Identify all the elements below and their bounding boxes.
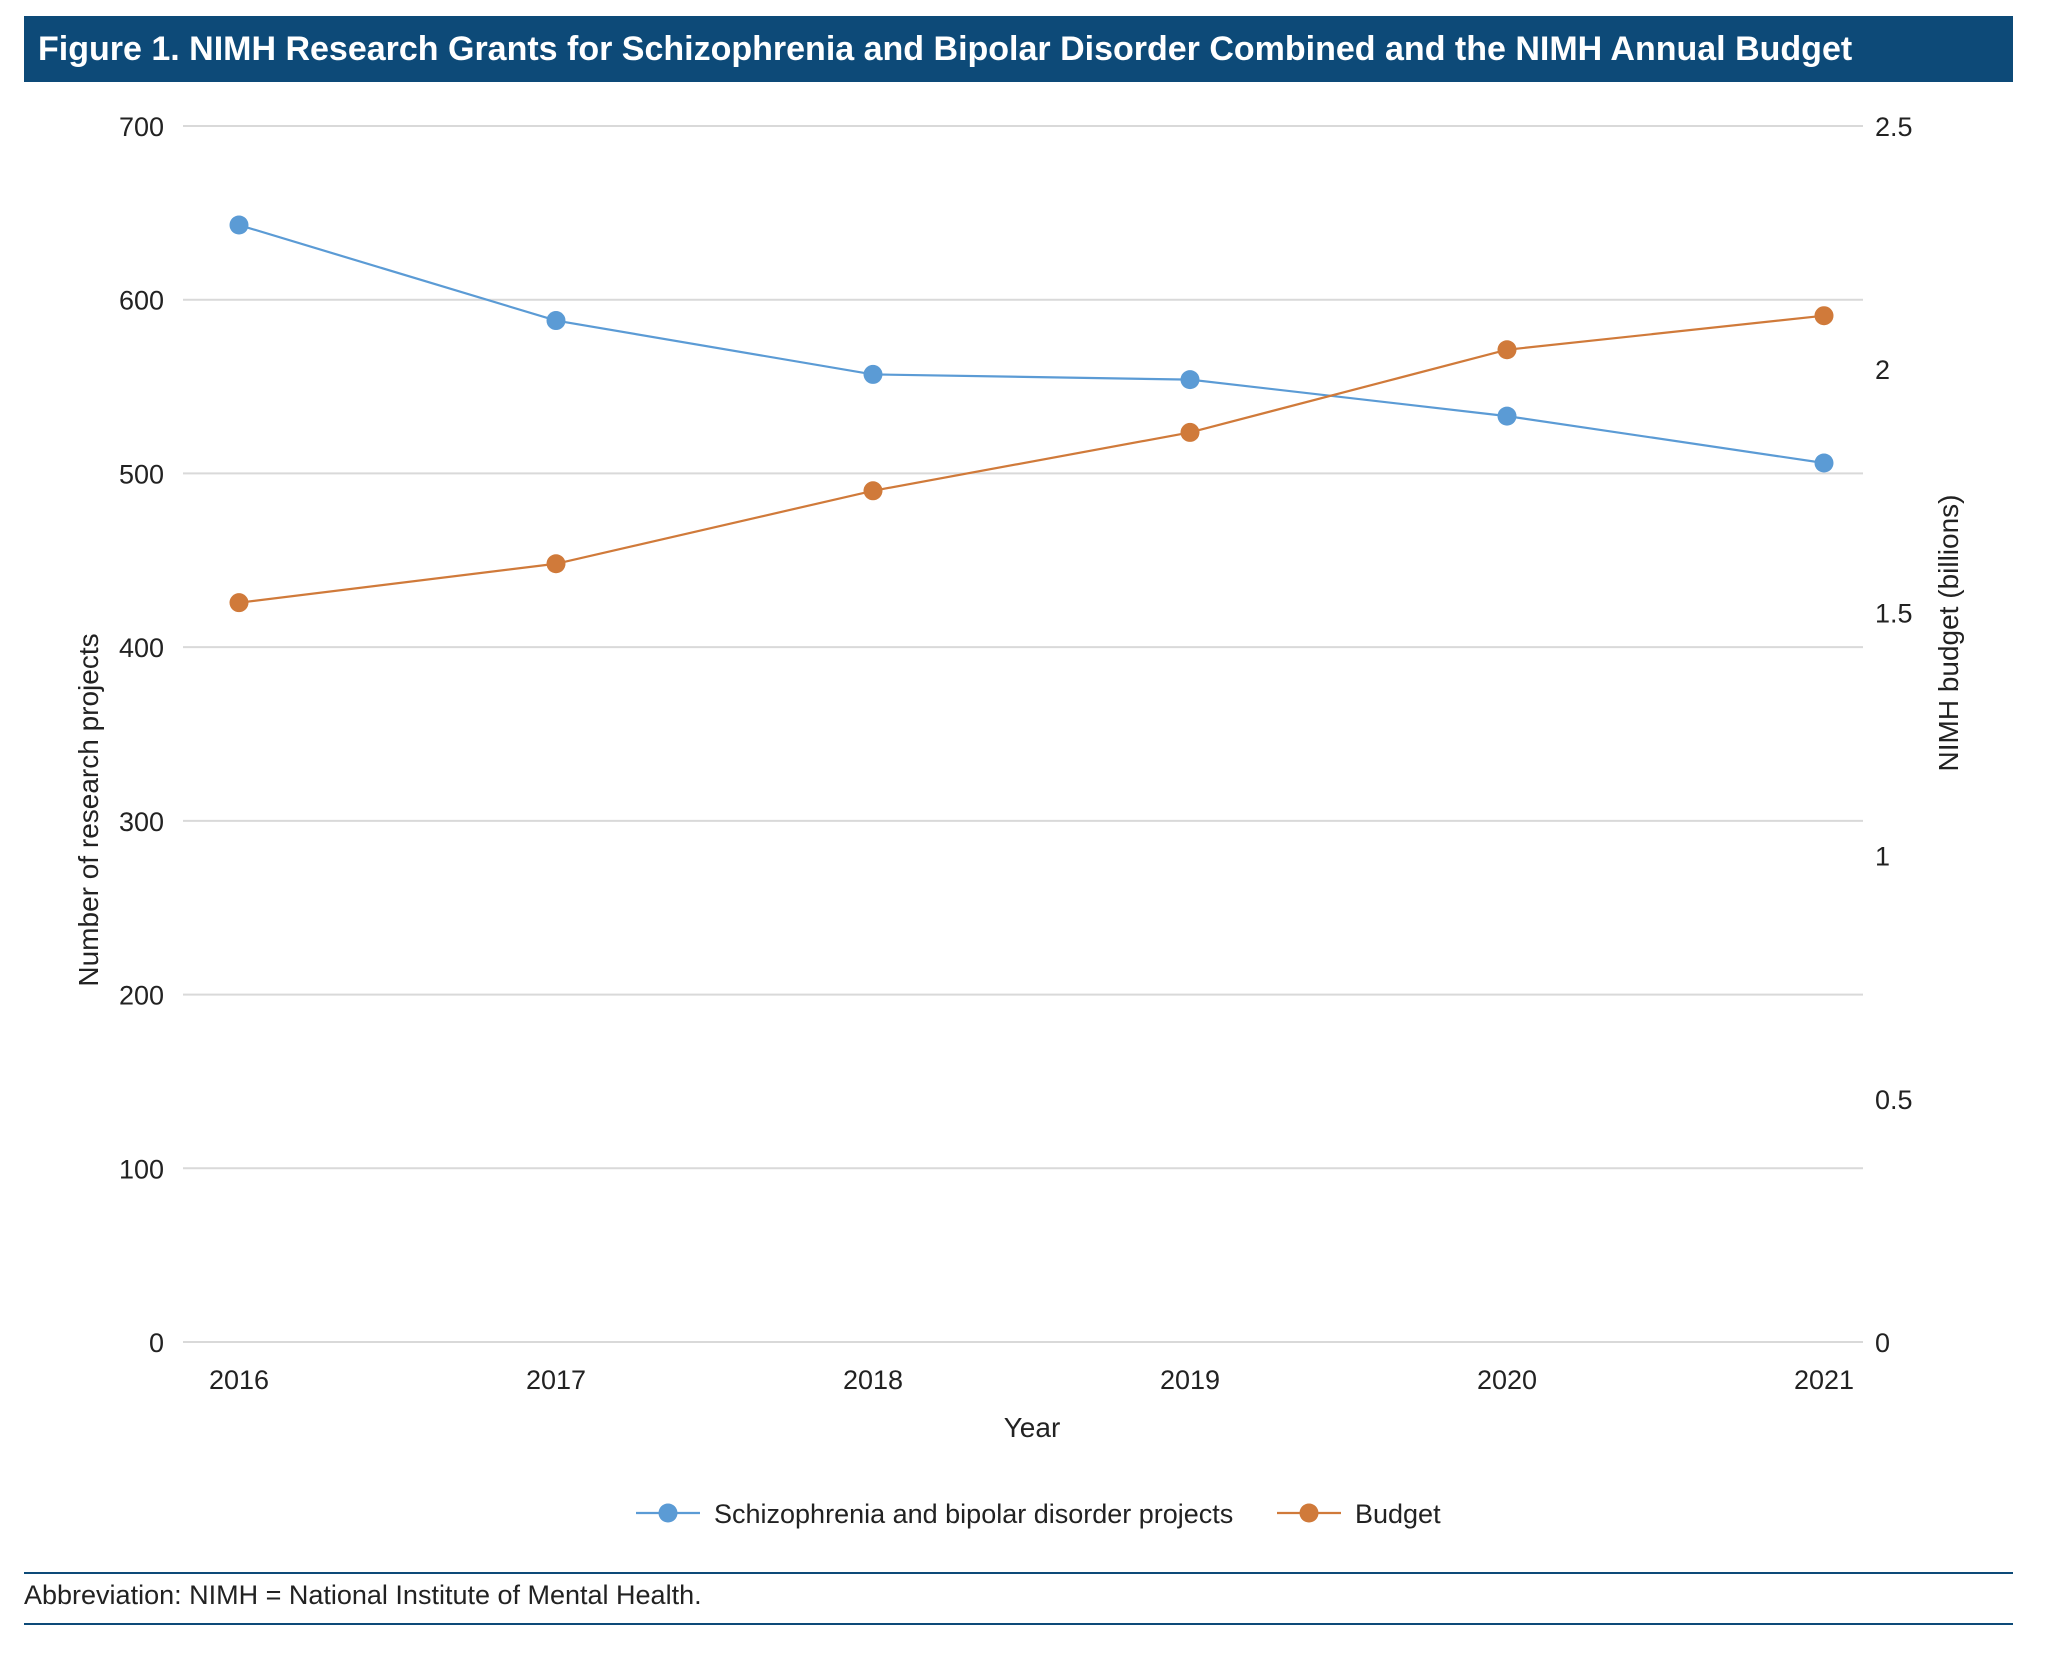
data-point-series-2 xyxy=(1497,340,1517,360)
series-line-2 xyxy=(238,314,1825,604)
right-y-axis-ticks: 0 0.5 1 1.5 2 2.5 xyxy=(1875,112,1913,1358)
footnote-divider-top xyxy=(24,1572,2013,1574)
x-tick-label: 2021 xyxy=(1794,1365,1854,1395)
y2-tick-label: 2 xyxy=(1875,355,1890,385)
data-point-series-1 xyxy=(229,215,249,235)
dual-axis-line-chart: 0 100 200 300 400 500 600 700 0 0.5 1 1.5 2 2.5 2016… xyxy=(73,112,1964,1529)
figure-title: Figure 1. NIMH Research Grants for Schiz… xyxy=(24,16,2013,82)
data-point-series-1 xyxy=(546,311,566,331)
x-axis-label: Year xyxy=(1004,1412,1061,1443)
y-tick-label: 600 xyxy=(119,286,164,316)
y-tick-label: 500 xyxy=(119,459,164,489)
legend-marker-1 xyxy=(658,1503,678,1523)
y-tick-label: 400 xyxy=(119,633,164,663)
series-lines xyxy=(229,215,1834,613)
y2-tick-label: 2.5 xyxy=(1875,112,1913,142)
y2-tick-label: 0.5 xyxy=(1875,1085,1913,1115)
left-y-axis-label: Number of research projects xyxy=(73,633,104,986)
data-point-series-2 xyxy=(1180,422,1200,442)
y-tick-label: 0 xyxy=(149,1328,164,1358)
data-point-series-1 xyxy=(1814,453,1834,473)
y2-tick-label: 0 xyxy=(1875,1328,1890,1358)
left-y-axis-ticks: 0 100 200 300 400 500 600 700 xyxy=(119,112,164,1358)
x-tick-label: 2017 xyxy=(526,1365,586,1395)
y-tick-label: 300 xyxy=(119,807,164,837)
series-line-1 xyxy=(238,223,1825,465)
data-point-series-2 xyxy=(546,554,566,574)
legend-marker-2 xyxy=(1299,1503,1319,1523)
y-tick-label: 700 xyxy=(119,112,164,142)
y2-tick-label: 1.5 xyxy=(1875,598,1913,628)
x-tick-label: 2016 xyxy=(209,1365,269,1395)
data-point-series-2 xyxy=(863,481,883,501)
y-tick-label: 200 xyxy=(119,981,164,1011)
y2-tick-label: 1 xyxy=(1875,842,1890,872)
legend-label-2: Budget xyxy=(1355,1499,1441,1529)
x-tick-label: 2019 xyxy=(1160,1365,1220,1395)
legend-label-1: Schizophrenia and bipolar disorder proje… xyxy=(714,1499,1233,1529)
data-point-series-1 xyxy=(1180,370,1200,390)
right-y-axis-label: NIMH budget (billions) xyxy=(1933,495,1964,772)
footnote: Abbreviation: NIMH = National Institute … xyxy=(24,1580,702,1610)
data-point-series-1 xyxy=(863,364,883,384)
data-point-series-2 xyxy=(1814,306,1834,326)
data-point-series-1 xyxy=(1497,406,1517,426)
x-tick-label: 2020 xyxy=(1477,1365,1537,1395)
gridlines xyxy=(183,125,1863,1343)
y-tick-label: 100 xyxy=(119,1154,164,1184)
data-point-series-2 xyxy=(229,593,249,613)
legend: Schizophrenia and bipolar disorder proje… xyxy=(636,1499,1441,1529)
x-axis-ticks: 2016 2017 2018 2019 2020 2021 xyxy=(209,1365,1854,1395)
footnote-divider-bottom xyxy=(24,1623,2013,1625)
x-tick-label: 2018 xyxy=(843,1365,903,1395)
